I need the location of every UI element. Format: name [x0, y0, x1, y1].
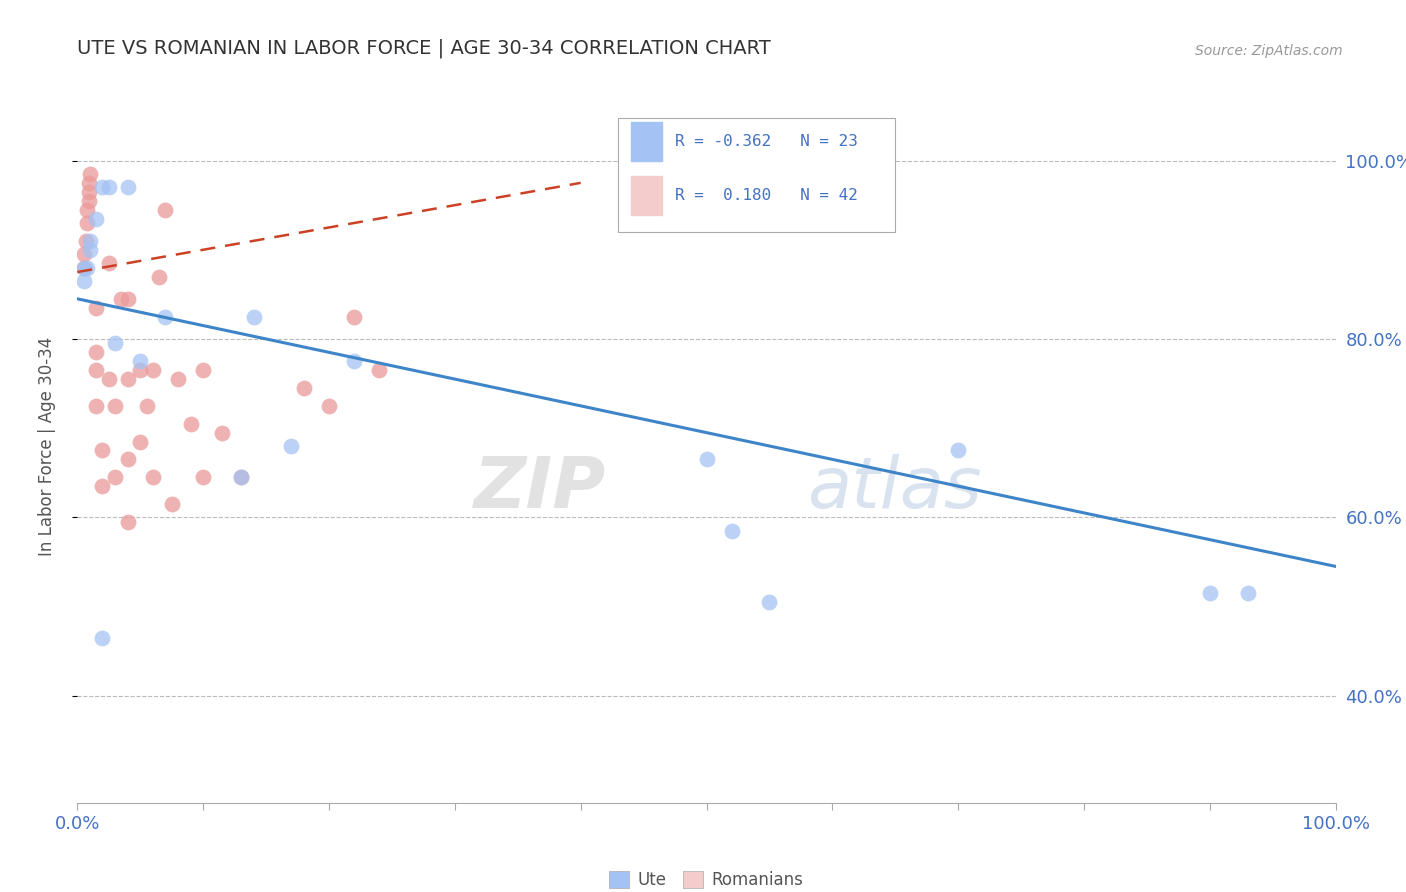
Point: [72, 274, 94, 288]
Text: R = -0.362   N = 23: R = -0.362 N = 23: [675, 134, 858, 149]
Point: [72, 260, 94, 275]
Point: [191, 363, 215, 377]
Point: [77, 176, 100, 190]
Point: [72, 260, 94, 275]
Point: [91, 443, 114, 458]
Point: [77, 185, 100, 199]
Point: [117, 180, 139, 194]
Point: [180, 417, 202, 431]
Point: [142, 363, 165, 377]
Text: Source: ZipAtlas.com: Source: ZipAtlas.com: [1195, 44, 1343, 58]
Point: [368, 363, 391, 377]
Point: [160, 497, 183, 511]
Point: [79, 243, 101, 257]
Point: [75, 234, 97, 248]
Text: ZIP: ZIP: [474, 454, 606, 524]
Point: [84, 345, 107, 359]
Point: [91, 631, 114, 645]
Point: [104, 336, 127, 351]
Point: [117, 515, 139, 529]
Point: [720, 524, 742, 538]
Point: [84, 211, 107, 226]
Point: [97, 180, 120, 194]
Point: [135, 399, 157, 413]
Point: [148, 269, 170, 284]
Point: [76, 260, 98, 275]
Point: [318, 399, 340, 413]
Legend: Ute, Romanians: Ute, Romanians: [603, 864, 810, 892]
Point: [117, 292, 139, 306]
Point: [91, 180, 114, 194]
Point: [77, 194, 100, 208]
Point: [343, 310, 366, 324]
FancyBboxPatch shape: [631, 122, 662, 161]
Point: [229, 470, 252, 484]
Point: [155, 310, 177, 324]
Point: [97, 256, 120, 270]
Point: [1199, 586, 1222, 600]
Point: [211, 425, 233, 440]
Point: [155, 202, 177, 217]
Point: [76, 216, 98, 230]
Point: [242, 310, 264, 324]
Point: [79, 167, 101, 181]
Point: [229, 470, 252, 484]
Point: [104, 399, 127, 413]
Point: [948, 443, 970, 458]
Point: [129, 363, 152, 377]
Point: [280, 439, 302, 453]
Point: [343, 354, 366, 368]
Point: [142, 470, 165, 484]
Point: [91, 479, 114, 493]
Point: [1236, 586, 1258, 600]
Point: [129, 434, 152, 449]
Point: [758, 595, 780, 609]
Y-axis label: In Labor Force | Age 30-34: In Labor Force | Age 30-34: [38, 336, 56, 556]
Point: [76, 202, 98, 217]
Point: [84, 399, 107, 413]
Point: [129, 354, 152, 368]
Text: atlas: atlas: [807, 454, 981, 524]
Text: R =  0.180   N = 42: R = 0.180 N = 42: [675, 187, 858, 202]
Point: [72, 247, 94, 261]
Point: [84, 363, 107, 377]
Point: [117, 452, 139, 467]
Point: [117, 372, 139, 386]
Point: [110, 292, 132, 306]
Point: [167, 372, 190, 386]
FancyBboxPatch shape: [619, 118, 896, 232]
Point: [292, 381, 315, 395]
FancyBboxPatch shape: [631, 176, 662, 215]
Point: [696, 452, 718, 467]
Point: [97, 372, 120, 386]
Text: UTE VS ROMANIAN IN LABOR FORCE | AGE 30-34 CORRELATION CHART: UTE VS ROMANIAN IN LABOR FORCE | AGE 30-…: [77, 38, 770, 58]
Point: [79, 234, 101, 248]
Point: [191, 470, 215, 484]
Point: [84, 301, 107, 315]
Point: [104, 470, 127, 484]
